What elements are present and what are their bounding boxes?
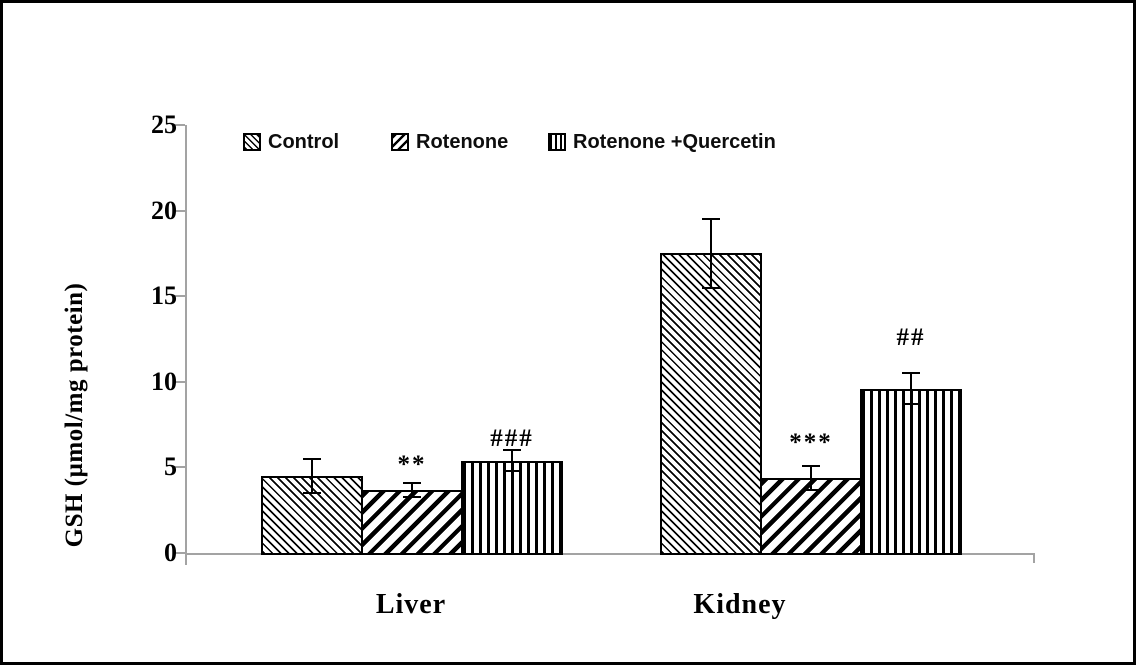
x-axis-end-tick: [1033, 553, 1035, 563]
error-bar-line: [311, 458, 313, 494]
x-category-label: Kidney: [693, 589, 787, 620]
y-axis-tick: [175, 380, 185, 383]
y-tick-label: 5: [164, 452, 177, 482]
significance-annotation: ##: [896, 324, 926, 351]
x-category-label: Liver: [375, 589, 447, 620]
legend-label-control: Control: [268, 130, 340, 153]
y-tick-label: 20: [151, 195, 177, 225]
error-bar-cap-top: [702, 218, 720, 221]
legend-label-rotenone: Rotenone: [416, 130, 509, 153]
bar-kidney-0: [660, 253, 762, 555]
y-axis-tick: [175, 124, 185, 126]
legend-item-rotenone-quercetin: Rotenone +Quercetin: [548, 130, 776, 154]
significance-annotation: ***: [789, 429, 833, 456]
error-bar-line: [710, 219, 712, 288]
bar-liver-1: [361, 489, 463, 555]
x-axis-line: [185, 553, 1033, 555]
error-bar-line: [411, 482, 413, 497]
y-tick-label: 0: [164, 538, 177, 567]
legend-item-control: Control: [243, 130, 339, 154]
error-bar-cap-top: [403, 481, 421, 484]
error-bar-line: [810, 465, 812, 490]
y-axis-title: GSH (µmol/mg protein): [61, 282, 88, 548]
error-bar-cap-bottom: [403, 495, 421, 498]
control-hatch-swatch-icon: [243, 133, 261, 151]
y-axis-tick: [175, 295, 185, 298]
error-bar-cap-top: [303, 457, 321, 460]
error-bar-cap-bottom: [902, 403, 920, 406]
y-axis-tick: [175, 209, 185, 212]
error-bar-cap-bottom: [802, 488, 820, 491]
error-bar-cap-top: [902, 372, 920, 375]
error-bar-line: [511, 450, 513, 471]
legend-item-rotenone: Rotenone: [391, 130, 508, 154]
rotenone-hatch-swatch-icon: [391, 133, 409, 151]
y-tick-label: 15: [151, 281, 177, 311]
y-tick-label: 25: [151, 110, 177, 139]
error-bar-cap-bottom: [702, 286, 720, 289]
error-bar-cap-bottom: [303, 492, 321, 495]
error-bar-cap-top: [503, 449, 521, 452]
significance-annotation: ###: [490, 425, 534, 452]
error-bar-cap-top: [802, 464, 820, 467]
bar-liver-2: [461, 460, 563, 555]
y-axis-tick: [175, 466, 185, 469]
error-bar-cap-bottom: [503, 469, 521, 472]
y-axis-tick: [175, 552, 185, 554]
bar-kidney-2: [860, 388, 962, 555]
significance-annotation: **: [397, 451, 427, 478]
y-tick-label: 10: [151, 366, 177, 396]
y-axis-line: [185, 125, 187, 565]
error-bar-line: [910, 373, 912, 405]
legend-label-rotenone-quercetin: Rotenone +Quercetin: [573, 130, 776, 153]
rotenone-quercetin-hatch-swatch-icon: [548, 133, 566, 151]
